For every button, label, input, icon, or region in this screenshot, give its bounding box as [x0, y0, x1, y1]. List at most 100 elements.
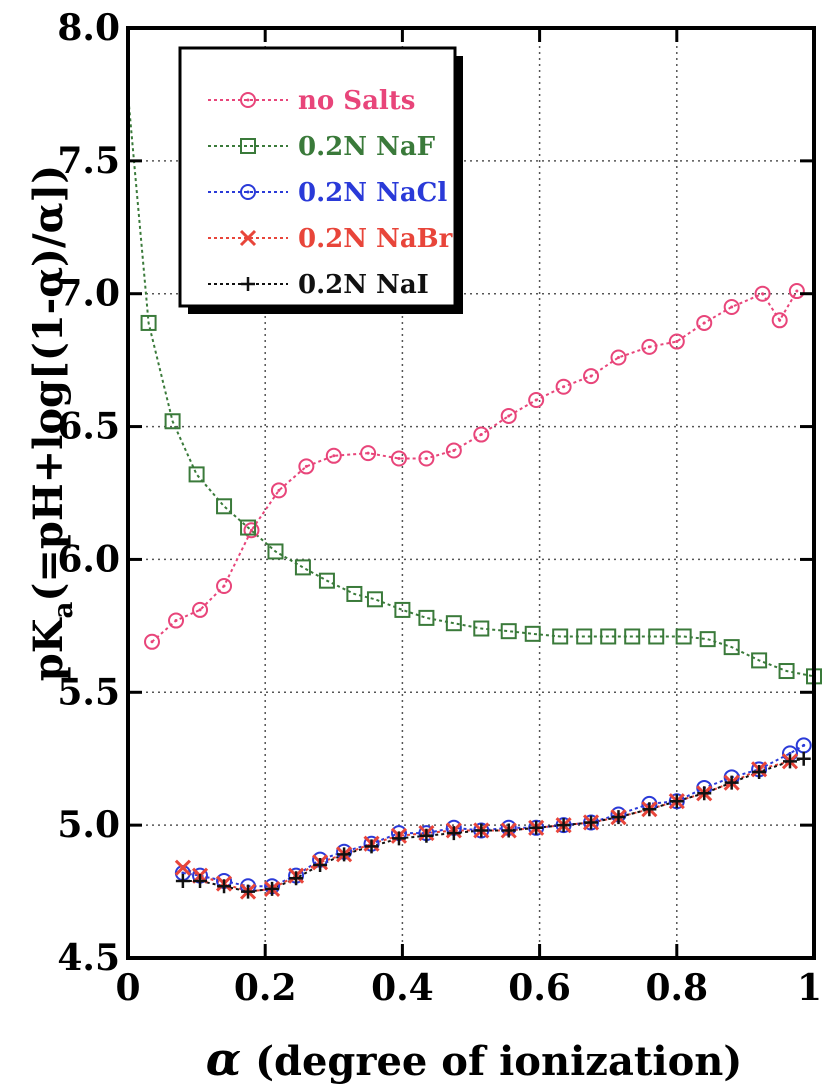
data-point-circle [298, 458, 315, 475]
data-point-plus [265, 881, 280, 896]
data-point-plus [584, 815, 599, 830]
data-point-square [140, 314, 157, 331]
data-point-circle [668, 333, 685, 350]
data-point-center [534, 398, 538, 402]
data-point-plus [289, 871, 304, 886]
data-point-circle [500, 407, 517, 424]
data-point-center [795, 289, 799, 293]
data-point-center [304, 464, 308, 468]
series-line-0 [151, 290, 798, 643]
data-point-center [562, 385, 566, 389]
axis-ticks [126, 26, 816, 960]
data-point-center [675, 340, 679, 344]
data-point-square [318, 572, 335, 589]
data-point-circle [325, 447, 342, 464]
legend-entry: 0.2N NaI [208, 270, 429, 300]
data-point-center [507, 414, 511, 418]
data-point-plus [697, 786, 712, 801]
data-point-circle [696, 314, 713, 331]
data-point-plus [193, 873, 208, 888]
data-point-center [397, 456, 401, 460]
plot-frame [126, 26, 816, 960]
data-point-center [174, 619, 178, 623]
y-tick-label: 5.5 [57, 671, 120, 713]
y-axis-label-prefix: pK [25, 617, 72, 681]
data-point-circle [270, 482, 287, 499]
data-point-center [479, 433, 483, 437]
data-point-center [702, 321, 706, 325]
data-point-square [240, 519, 257, 536]
data-point-square [600, 628, 617, 645]
data-point-square [778, 663, 795, 680]
data-point-square [675, 628, 692, 645]
data-point-circle [360, 445, 377, 462]
data-point-square [624, 628, 641, 645]
data-point-center [249, 528, 253, 532]
data-point-circle [243, 522, 260, 539]
data-point-center [761, 292, 765, 296]
tick-labels: 0 0.2 0.4 0.6 0.8 1 4.5 5.0 5.5 6.0 6.5 7.0 7.5 8.0 [57, 7, 822, 1009]
data-point-circle [216, 578, 233, 594]
legend-entry: 0.2N NaCl [208, 178, 447, 208]
data-point-square [188, 466, 205, 483]
data-point-plus [642, 802, 657, 817]
data-point-center-legend [246, 190, 250, 194]
data-point-center-legend [246, 98, 250, 102]
y-tick-label: 5.0 [57, 804, 120, 846]
data-point-center [802, 743, 806, 747]
y-tick-label: 8.0 [57, 7, 120, 49]
data-point-square [294, 559, 311, 576]
x-axis-label: α (degree of ionization) [206, 1032, 743, 1086]
data-point-x [174, 859, 191, 876]
y-tick-label: 7.0 [57, 273, 120, 315]
data-point-circle [771, 312, 788, 329]
data-point-square [576, 628, 593, 645]
data-point-center [198, 608, 202, 612]
data-point-circle [610, 349, 627, 366]
data-point-square [500, 623, 517, 640]
data-point-center [181, 871, 185, 875]
legend-entry: 0.2N NaBr [208, 224, 453, 254]
data-point-circle [445, 442, 462, 459]
data-point-square [445, 615, 462, 632]
data-point-square [164, 413, 181, 430]
y-axis-label-suffix: (=pH+log[(1-α)/α]) [25, 165, 72, 602]
data-point-square [267, 543, 284, 560]
data-point-plus [556, 818, 571, 833]
x-tick-label: 0 [115, 967, 140, 1009]
data-point-center [150, 640, 154, 644]
y-tick-label: 7.5 [57, 140, 120, 182]
series-points-3 [174, 753, 799, 900]
data-point-circle [418, 450, 435, 467]
data-point-plus [364, 839, 379, 854]
data-point-plus [175, 873, 190, 888]
data-point-circle [473, 426, 490, 443]
data-point-center [616, 355, 620, 359]
data-point-circle [754, 285, 771, 302]
legend-box [178, 46, 457, 308]
data-point-plus [501, 823, 516, 838]
data-point-circle [528, 392, 545, 408]
data-point-x-legend [239, 229, 257, 247]
data-point-square [552, 628, 569, 645]
data-point-center [222, 584, 226, 588]
data-point-square [699, 631, 716, 648]
data-point-circle [788, 283, 805, 300]
y-tick-label: 4.5 [57, 937, 120, 979]
data-point-square-legend [240, 138, 256, 154]
data-point-center [647, 345, 651, 349]
data-point-center [589, 374, 593, 378]
data-point-plus [796, 751, 811, 766]
legend-entries: no Salts 0.2N NaF 0.2N NaCl 0.2N NaBr 0.2N N… [208, 86, 453, 300]
data-point-center [277, 488, 281, 492]
data-point-square [366, 591, 383, 608]
x-tick-label: 1 [797, 967, 822, 1009]
data-point-plus [337, 847, 352, 862]
data-point-plus [782, 754, 797, 769]
data-point-plus [752, 765, 767, 779]
data-point-circle-legend [240, 92, 256, 108]
data-point-center [788, 751, 792, 755]
x-tick-label: 0.4 [371, 967, 434, 1009]
series-line-2 [182, 744, 805, 888]
